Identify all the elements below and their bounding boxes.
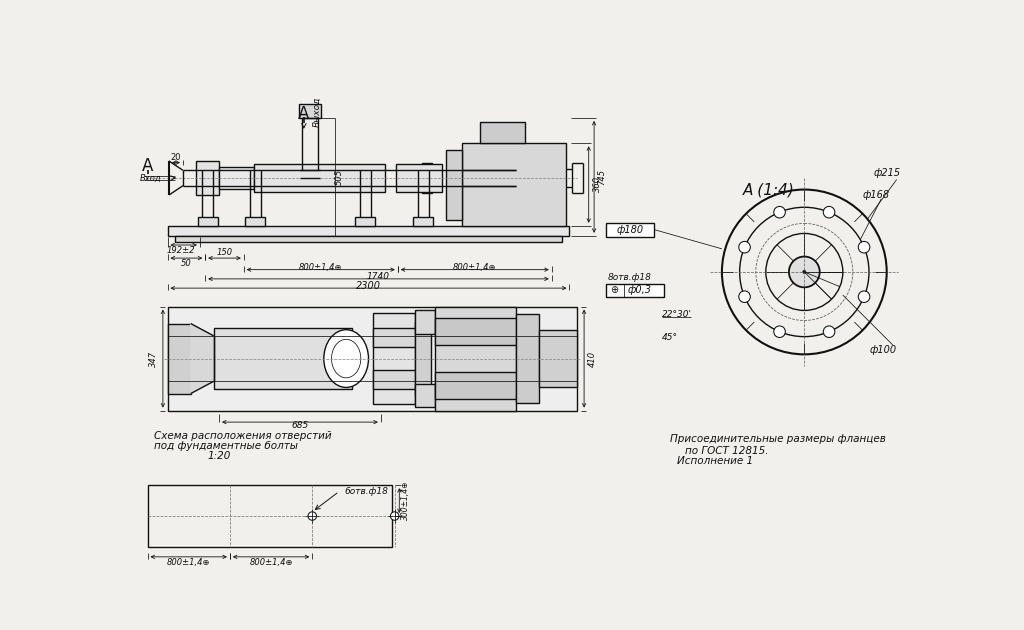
Text: Выход: Выход [312,96,322,127]
Bar [539,329,578,387]
Circle shape [803,270,806,273]
Circle shape [738,241,751,253]
Text: 50: 50 [180,259,191,268]
Text: 410: 410 [588,350,597,367]
Circle shape [308,512,316,520]
Polygon shape [190,324,214,394]
Text: ф168: ф168 [862,190,889,200]
Bar [416,384,435,407]
Bar [355,217,376,226]
Text: 347: 347 [150,350,158,367]
Text: 800±1,4⊕: 800±1,4⊕ [249,558,293,567]
Bar [422,163,432,193]
Bar [515,314,539,403]
Bar [605,284,665,297]
Text: 150: 150 [216,248,232,257]
Text: А (1:4): А (1:4) [742,182,795,197]
Text: ф215: ф215 [873,168,901,178]
Bar [196,161,219,195]
Bar [396,164,442,192]
Bar [416,311,435,333]
Text: Схема расположения отверстий: Схема расположения отверстий [154,431,332,441]
Bar [435,372,515,399]
Text: Присоединительные размеры фланцев: Присоединительные размеры фланцев [670,434,886,444]
Text: 45°: 45° [662,333,678,342]
Circle shape [390,512,399,520]
Circle shape [774,326,785,338]
Circle shape [774,207,785,218]
Text: ⊕: ⊕ [610,285,618,295]
Bar [435,318,515,345]
Bar [245,329,255,387]
Bar [413,217,433,226]
Bar [214,328,352,389]
Bar [373,312,416,404]
Text: А: А [298,105,309,123]
Bar [373,328,416,347]
Text: Вход: Вход [140,173,162,183]
Bar [480,122,524,144]
Circle shape [738,291,751,302]
Text: 360: 360 [593,176,602,192]
Text: 8отв.ф18: 8отв.ф18 [608,273,652,282]
Text: 800±1,4⊕: 800±1,4⊕ [167,558,211,567]
Circle shape [823,326,835,338]
Text: 1740: 1740 [367,272,390,281]
Text: 2300: 2300 [356,281,381,291]
Bar [462,144,565,226]
Text: 800±1,4⊕: 800±1,4⊕ [453,263,497,272]
Text: 22°30': 22°30' [662,310,692,319]
Bar [606,224,654,236]
Text: 745: 745 [597,168,606,185]
Text: по ГОСТ 12815.: по ГОСТ 12815. [685,445,768,455]
Circle shape [858,241,869,253]
Bar [254,164,385,192]
Bar [219,167,254,189]
Bar [246,217,265,226]
Text: 685: 685 [292,421,308,430]
Bar [168,307,578,411]
Bar [373,370,416,389]
Circle shape [788,256,819,287]
Bar [168,324,190,394]
Circle shape [823,207,835,218]
Text: под фундаментные болты: под фундаментные болты [154,441,298,451]
Bar [147,485,392,547]
Bar [446,149,462,220]
Text: 192±2: 192±2 [166,246,195,255]
Bar [198,217,217,226]
Text: ф0,3: ф0,3 [628,285,651,295]
Text: 300±1,4⊕: 300±1,4⊕ [401,481,410,520]
Text: A: A [141,158,154,176]
Ellipse shape [324,329,369,387]
Text: 505: 505 [335,169,344,185]
Text: 20: 20 [171,154,181,163]
Bar [299,104,321,118]
Bar [219,329,230,387]
Bar [175,236,562,242]
Circle shape [858,291,869,302]
Text: 1:20: 1:20 [208,451,231,461]
Text: ф180: ф180 [616,225,644,234]
Text: ф100: ф100 [869,345,897,355]
Text: Исполнение 1: Исполнение 1 [677,456,754,466]
Bar [168,226,569,236]
Bar [416,322,431,395]
Text: 6отв.ф18: 6отв.ф18 [345,487,388,496]
Text: 800±1,4⊕: 800±1,4⊕ [299,263,342,272]
Bar [435,307,515,411]
